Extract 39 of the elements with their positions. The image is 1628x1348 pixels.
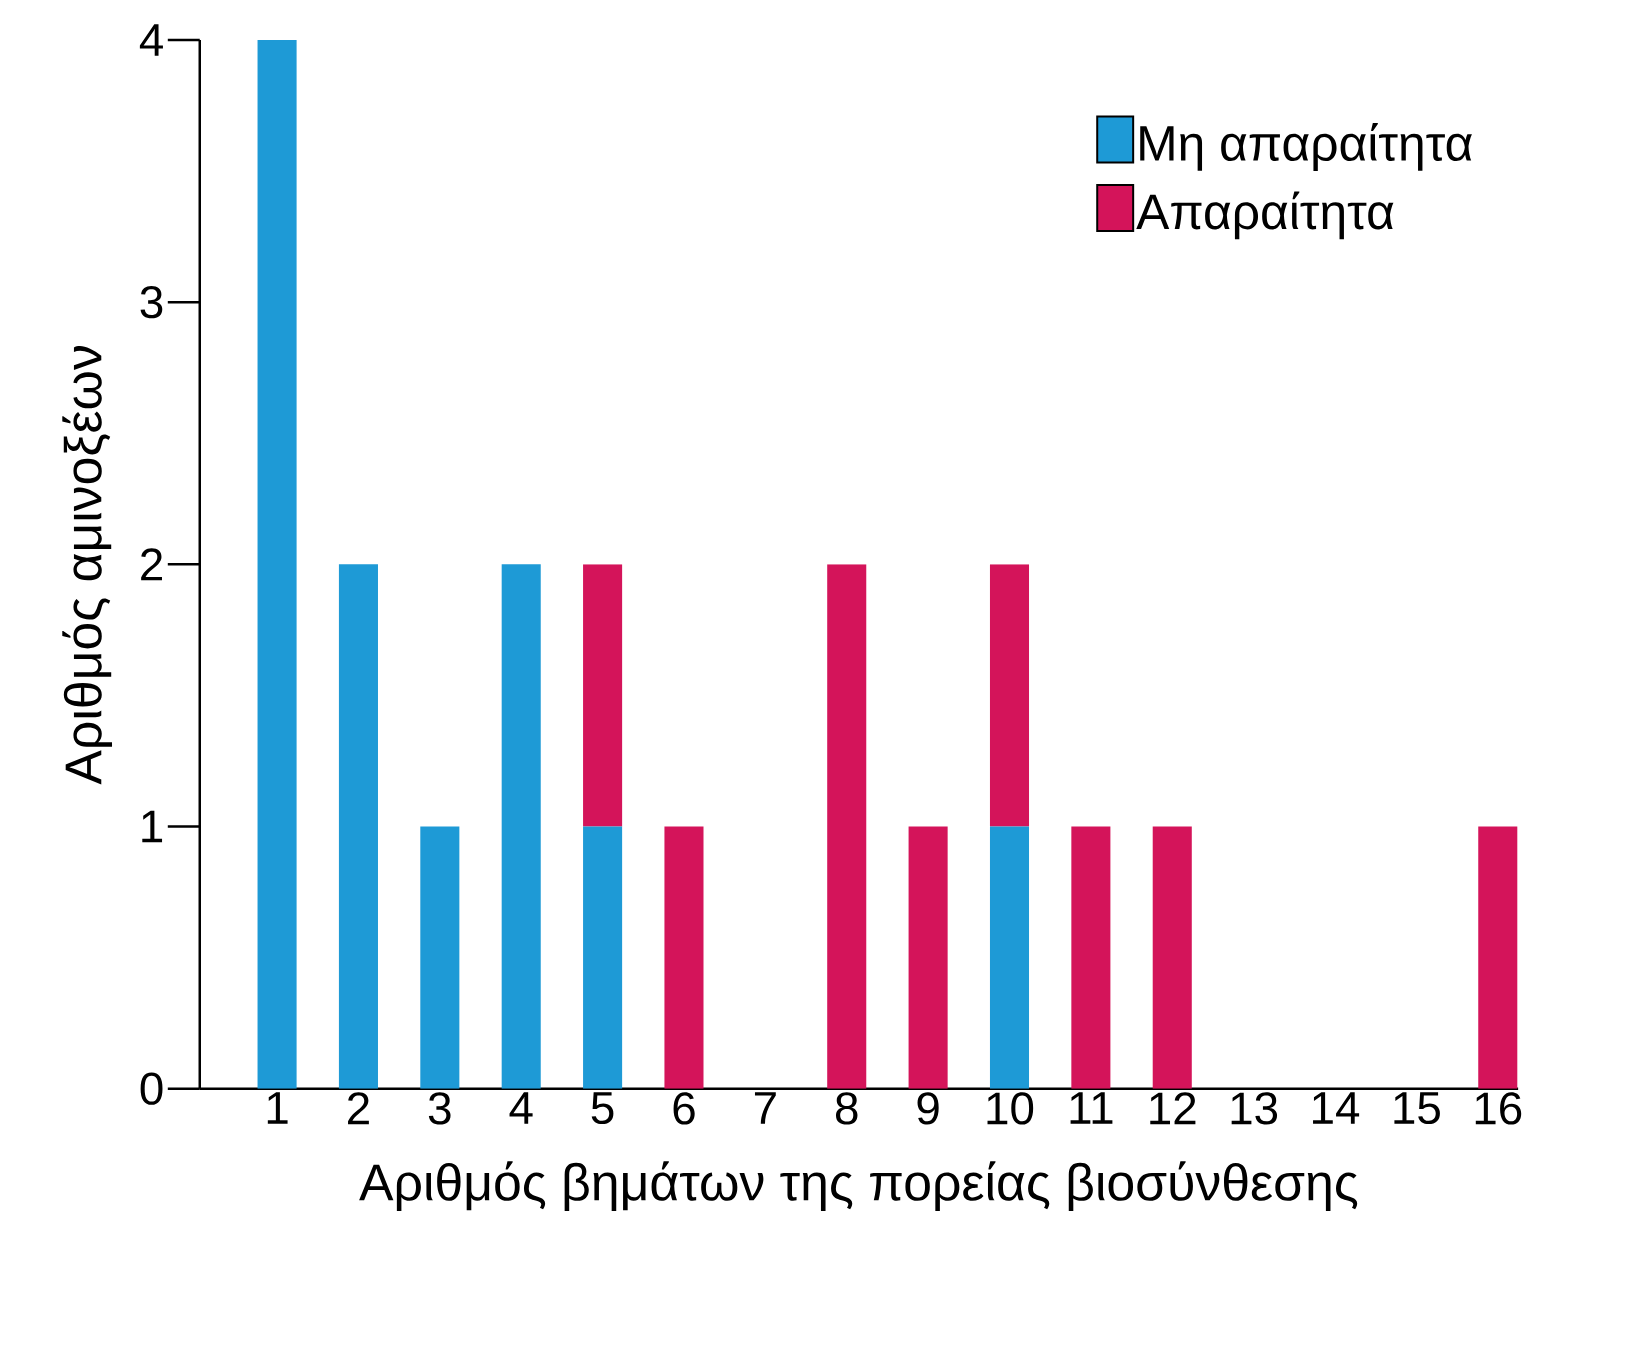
bar <box>989 826 1030 1089</box>
x-tick-label: 6 <box>673 1092 695 1125</box>
x-tick-label: 16 <box>1475 1092 1522 1125</box>
y-tick-label: 0 <box>140 1072 163 1105</box>
bar <box>1071 826 1111 1089</box>
x-tick-label: 9 <box>917 1092 939 1125</box>
x-tick-label: 15 <box>1394 1092 1440 1124</box>
bar <box>1478 826 1518 1089</box>
y-tick-label: 1 <box>142 810 163 843</box>
legend-label: Μη απαραίτητα <box>1140 122 1472 171</box>
bar <box>338 564 378 1089</box>
x-tick-label: 12 <box>1150 1092 1196 1124</box>
x-tick-label: 14 <box>1313 1092 1360 1124</box>
bar <box>420 826 460 1089</box>
x-tick-label: 1 <box>267 1092 288 1124</box>
bar <box>1152 826 1192 1089</box>
y-tick-label: 3 <box>140 285 163 319</box>
x-tick-label: 8 <box>835 1092 858 1125</box>
x-tick-label: 5 <box>591 1092 614 1124</box>
x-tick-label: 13 <box>1231 1092 1278 1125</box>
bar <box>664 826 704 1089</box>
bar <box>583 826 623 1089</box>
x-tick-label: 10 <box>987 1092 1034 1125</box>
x-axis-title: Αριθμός βημάτων της πορείας βιοσύνθεσης <box>359 1161 1358 1211</box>
y-tick-label: 2 <box>141 548 162 581</box>
y-tick-label: 4 <box>139 24 163 56</box>
legend-label: Απαραίτητα <box>1136 191 1394 240</box>
bar <box>827 564 867 1089</box>
x-tick-label: 7 <box>754 1092 776 1124</box>
x-tick-label: 3 <box>428 1092 451 1125</box>
bar <box>908 826 948 1089</box>
x-tick-label: 11 <box>1070 1092 1113 1124</box>
x-tick-label: 4 <box>509 1092 533 1124</box>
bar <box>583 564 623 827</box>
y-axis-title: Αριθμός αμινοξέων <box>62 345 113 785</box>
bar <box>501 564 541 1089</box>
x-tick-label: 2 <box>348 1092 369 1124</box>
bar <box>989 564 1030 827</box>
bar <box>257 39 297 1089</box>
